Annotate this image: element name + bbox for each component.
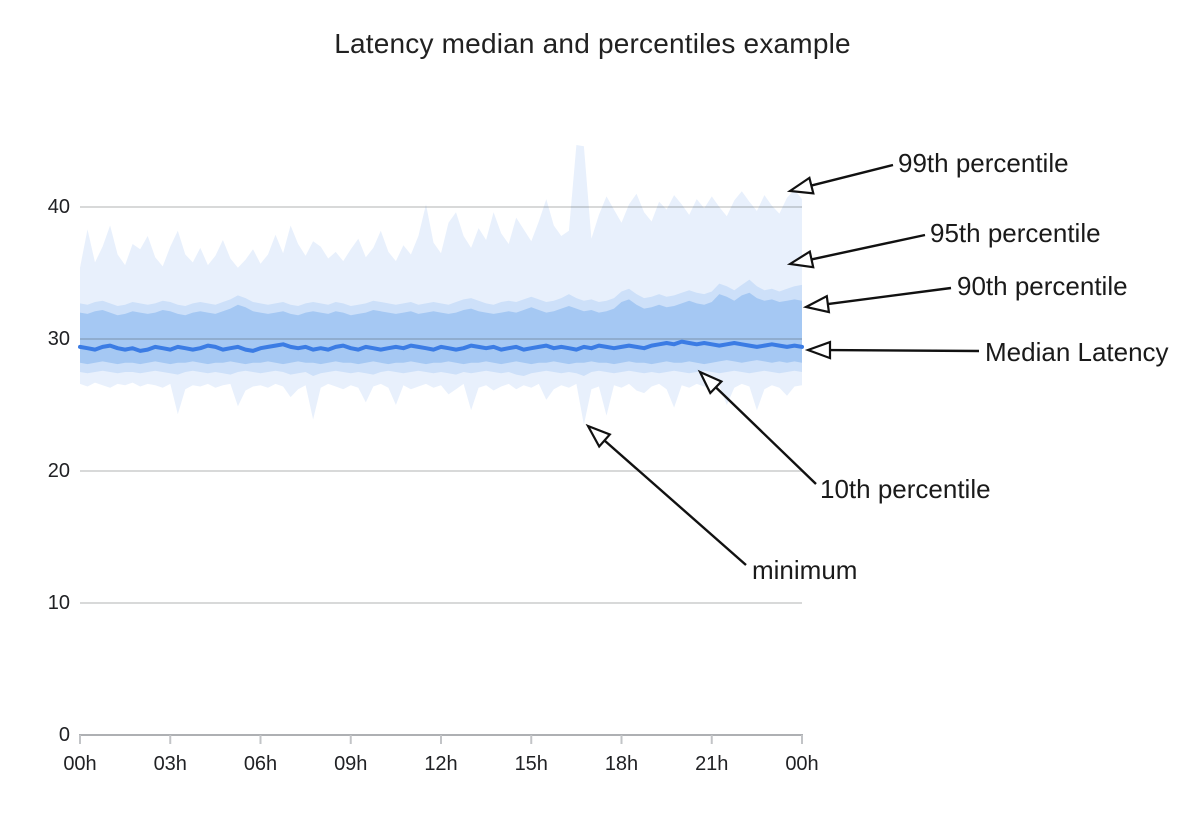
band-p99-minimum — [80, 145, 802, 425]
y-tick-label: 20 — [47, 460, 70, 482]
arrows-group — [585, 163, 980, 566]
x-tick-label: 12h — [424, 753, 458, 775]
x-tick-label: 00h — [785, 753, 819, 775]
y-tick-label: 30 — [47, 328, 70, 350]
annotation-p95-label: 95th percentile — [930, 218, 1101, 248]
annotation-p90-label: 90th percentile — [957, 271, 1128, 301]
annotation-p90-arrowhead — [802, 294, 831, 314]
median-line — [78, 339, 804, 353]
annotation-p10-arrowhead — [697, 369, 724, 395]
annotation-p99-arrow-line — [811, 163, 894, 187]
y-tick-label: 0 — [58, 724, 70, 746]
x-tick-label: 00h — [63, 753, 97, 775]
annotation-median-arrowhead — [804, 340, 832, 360]
chart-title: Latency median and percentiles example — [334, 28, 851, 59]
annotation-p90-arrow-line — [827, 286, 952, 306]
x-tick-label: 03h — [153, 753, 187, 775]
x-tick-label: 15h — [514, 753, 548, 775]
x-tick-label: 06h — [243, 753, 278, 775]
annotation-p95-arrow-line — [811, 233, 926, 261]
annotation-minimum-arrow-line — [603, 439, 747, 566]
annotation-median-arrow-line — [829, 348, 980, 353]
axis-group — [79, 734, 803, 744]
annotation-p99-label: 99th percentile — [898, 148, 1069, 178]
y-tick-label: 10 — [47, 592, 70, 614]
median-line-group — [78, 339, 804, 353]
annotation-p95-arrowhead — [786, 249, 815, 269]
annotation-median-label: Median Latency — [985, 337, 1169, 367]
x-tick-label: 21h — [695, 753, 729, 775]
gridlines-group — [80, 206, 802, 604]
annotation-p99-arrowhead — [786, 176, 815, 195]
y-tick-label: 40 — [47, 196, 70, 218]
annotation-p10-label: 10th percentile — [820, 474, 991, 504]
x-tick-label: 18h — [604, 753, 639, 775]
x-tick-label: 09h — [334, 753, 368, 775]
annotation-minimum-arrowhead — [585, 423, 612, 449]
bands-group — [80, 145, 802, 425]
annotation-p10-arrow-line — [714, 386, 817, 485]
annotation-minimum-label: minimum — [752, 555, 858, 585]
